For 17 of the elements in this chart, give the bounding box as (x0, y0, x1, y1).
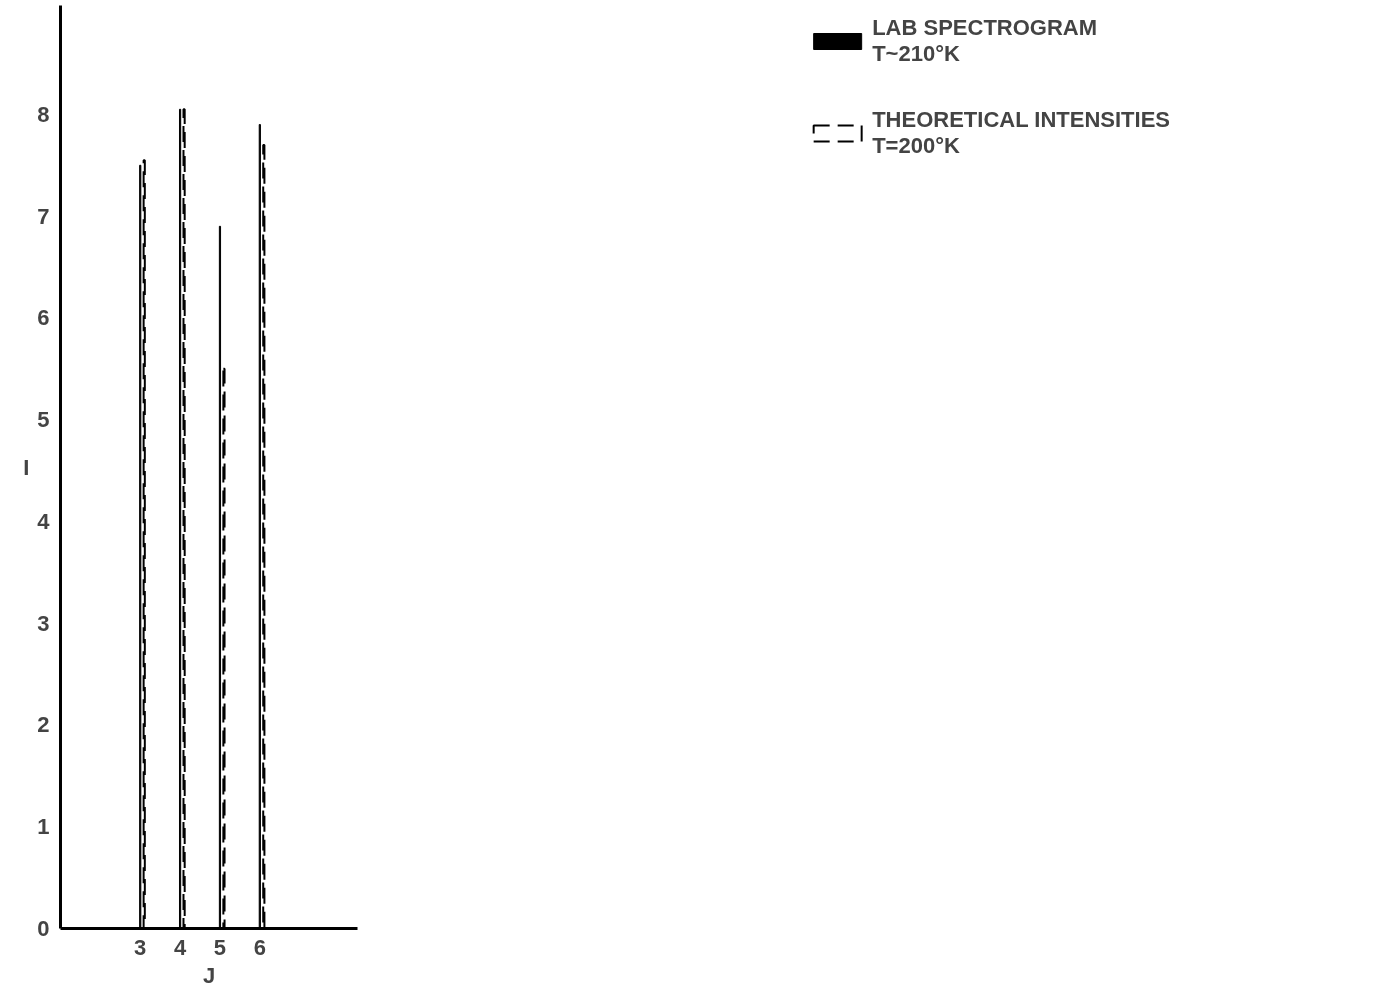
x-tick-label: 5 (213, 934, 227, 960)
y-tick-label: 8 (37, 101, 50, 127)
x-tick-label: 6 (253, 934, 266, 960)
y-tick-label: 0 (37, 916, 50, 941)
y-tick-label: 6 (37, 305, 50, 331)
y-tick-label: 5 (37, 407, 50, 433)
x-tick-label: 4 (173, 934, 187, 960)
y-tick-label: 7 (37, 203, 50, 229)
legend-label: LAB SPECTROGRAM T~210°K (872, 15, 1098, 67)
y-axis-title: I (23, 454, 30, 480)
legend-label: THEORETICAL INTENSITIES T=200°K (872, 107, 1170, 159)
x-axis-title: J (202, 962, 216, 988)
x-tick-label: 3 (134, 934, 147, 960)
y-tick-label: 2 (37, 712, 50, 738)
y-tick-label: 1 (37, 814, 50, 840)
y-tick-label: 4 (37, 508, 51, 534)
y-tick-label: 3 (37, 610, 50, 636)
